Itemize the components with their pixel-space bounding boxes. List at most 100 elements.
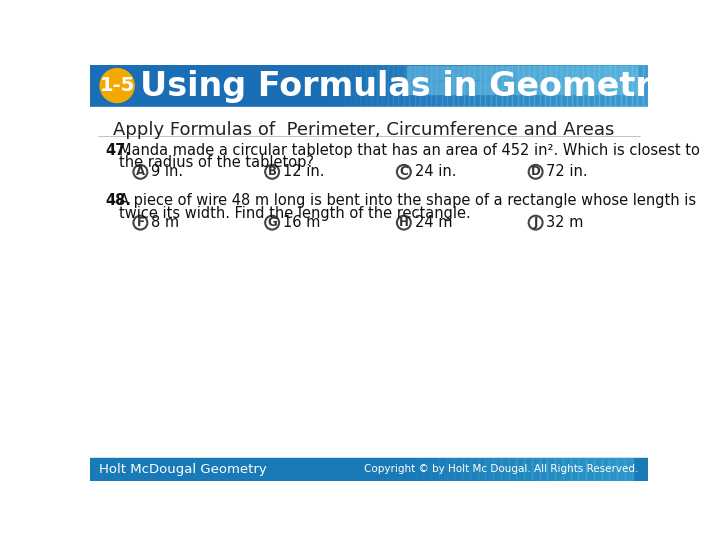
Bar bbox=[507, 65, 513, 107]
Bar bbox=[426, 65, 431, 107]
Text: H: H bbox=[399, 216, 409, 229]
Bar bbox=[547, 457, 555, 481]
Bar bbox=[408, 457, 415, 481]
Bar bbox=[599, 65, 605, 107]
Bar bbox=[626, 65, 631, 107]
Bar bbox=[464, 65, 469, 107]
Text: 47.: 47. bbox=[106, 143, 131, 158]
Bar bbox=[518, 65, 523, 107]
Bar bbox=[637, 65, 642, 107]
Bar bbox=[583, 65, 588, 107]
Bar bbox=[377, 65, 382, 107]
FancyBboxPatch shape bbox=[603, 66, 621, 80]
FancyBboxPatch shape bbox=[407, 66, 424, 80]
Text: 8 m: 8 m bbox=[151, 215, 179, 230]
Bar bbox=[539, 65, 545, 107]
Text: 32 m: 32 m bbox=[546, 215, 584, 230]
Ellipse shape bbox=[100, 69, 134, 103]
Text: 24 m: 24 m bbox=[415, 215, 452, 230]
Bar bbox=[404, 65, 409, 107]
Text: 72 in.: 72 in. bbox=[546, 164, 588, 179]
Bar bbox=[513, 65, 518, 107]
Bar bbox=[398, 65, 404, 107]
Bar bbox=[339, 65, 344, 107]
Bar bbox=[442, 65, 447, 107]
Bar bbox=[605, 65, 610, 107]
Bar bbox=[438, 457, 446, 481]
Bar bbox=[532, 457, 539, 481]
Bar bbox=[454, 457, 462, 481]
FancyBboxPatch shape bbox=[495, 80, 513, 95]
Bar bbox=[436, 65, 442, 107]
Bar bbox=[423, 457, 431, 481]
FancyBboxPatch shape bbox=[513, 66, 531, 80]
Bar bbox=[490, 65, 496, 107]
Bar bbox=[577, 65, 583, 107]
Bar bbox=[570, 457, 578, 481]
Bar bbox=[458, 65, 464, 107]
FancyBboxPatch shape bbox=[549, 80, 567, 95]
Bar bbox=[625, 457, 632, 481]
Bar bbox=[493, 457, 500, 481]
Bar bbox=[588, 65, 594, 107]
Bar bbox=[567, 65, 572, 107]
Bar bbox=[447, 65, 453, 107]
Bar bbox=[594, 457, 601, 481]
Bar bbox=[555, 457, 563, 481]
FancyBboxPatch shape bbox=[495, 66, 513, 80]
Text: Copyright © by Holt Mc Dougal. All Rights Reserved.: Copyright © by Holt Mc Dougal. All Right… bbox=[364, 464, 639, 474]
Bar bbox=[516, 457, 524, 481]
Text: C: C bbox=[400, 165, 408, 178]
FancyBboxPatch shape bbox=[442, 80, 460, 95]
Bar bbox=[594, 65, 599, 107]
Bar bbox=[387, 65, 393, 107]
Bar bbox=[462, 457, 469, 481]
Bar bbox=[528, 65, 534, 107]
Text: Apply Formulas of  Perimeter, Circumference and Areas: Apply Formulas of Perimeter, Circumferen… bbox=[113, 121, 615, 139]
FancyBboxPatch shape bbox=[567, 80, 585, 95]
FancyBboxPatch shape bbox=[460, 66, 478, 80]
FancyBboxPatch shape bbox=[549, 66, 567, 80]
FancyBboxPatch shape bbox=[567, 66, 585, 80]
Bar bbox=[502, 65, 507, 107]
Bar bbox=[372, 65, 377, 107]
Text: F: F bbox=[136, 216, 145, 229]
Bar bbox=[328, 65, 333, 107]
Bar bbox=[344, 65, 350, 107]
Bar bbox=[539, 457, 547, 481]
Bar bbox=[453, 65, 458, 107]
Bar bbox=[355, 65, 361, 107]
Text: G: G bbox=[267, 216, 277, 229]
Bar bbox=[524, 457, 532, 481]
FancyBboxPatch shape bbox=[585, 66, 603, 80]
Text: Using Formulas in Geometry: Using Formulas in Geometry bbox=[140, 70, 674, 103]
Bar bbox=[609, 457, 617, 481]
FancyBboxPatch shape bbox=[424, 80, 442, 95]
FancyBboxPatch shape bbox=[513, 80, 531, 95]
Bar bbox=[446, 457, 454, 481]
Bar bbox=[415, 457, 423, 481]
Bar bbox=[550, 65, 556, 107]
Bar bbox=[616, 65, 621, 107]
Bar bbox=[323, 65, 328, 107]
Text: 24 in.: 24 in. bbox=[415, 164, 456, 179]
Bar bbox=[350, 65, 355, 107]
FancyBboxPatch shape bbox=[478, 80, 495, 95]
FancyBboxPatch shape bbox=[478, 66, 495, 80]
Bar bbox=[420, 65, 426, 107]
Bar bbox=[361, 65, 366, 107]
Bar bbox=[561, 65, 567, 107]
FancyBboxPatch shape bbox=[621, 66, 639, 80]
Bar bbox=[477, 457, 485, 481]
Bar bbox=[610, 65, 616, 107]
Bar bbox=[508, 457, 516, 481]
FancyBboxPatch shape bbox=[442, 66, 460, 80]
Bar bbox=[400, 457, 408, 481]
Text: the radius of the tabletop?: the radius of the tabletop? bbox=[120, 155, 315, 170]
Bar bbox=[563, 457, 570, 481]
Bar bbox=[631, 65, 637, 107]
Bar bbox=[469, 457, 477, 481]
Text: Manda made a circular tabletop that has an area of 452 in². Which is closest to: Manda made a circular tabletop that has … bbox=[120, 143, 701, 158]
Bar bbox=[409, 65, 415, 107]
Text: 9 in.: 9 in. bbox=[151, 164, 184, 179]
